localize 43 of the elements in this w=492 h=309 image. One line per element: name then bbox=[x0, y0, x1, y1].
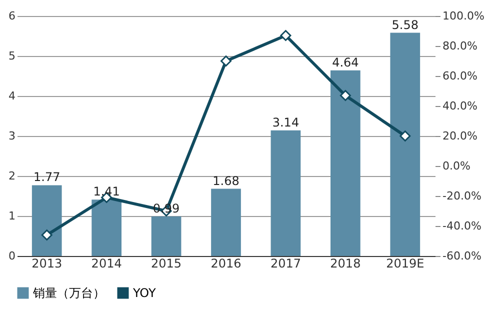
y-tick-label: 4 bbox=[8, 90, 16, 102]
data-label: 1.41 bbox=[93, 184, 120, 199]
data-label: 5.58 bbox=[392, 18, 418, 32]
y2-tick-label: 80.0% bbox=[442, 40, 478, 52]
bar bbox=[330, 70, 360, 256]
x-tick-label: 2015 bbox=[151, 256, 182, 270]
y2-tick-label: 0.0% bbox=[442, 160, 470, 172]
y-tick-label: 1 bbox=[8, 210, 16, 222]
x-tick-label: 2013 bbox=[32, 256, 62, 270]
data-label: 3.14 bbox=[272, 115, 300, 130]
data-label: 1.68 bbox=[212, 174, 240, 188]
legend-label: YOY bbox=[132, 286, 156, 300]
y-tick-label: 3 bbox=[8, 130, 16, 142]
y2-tick-label: 20.0% bbox=[442, 130, 478, 142]
y2-tick-label: -40.0% bbox=[442, 220, 482, 232]
point bbox=[220, 56, 232, 66]
bar bbox=[151, 216, 182, 256]
bar bbox=[92, 200, 122, 256]
x-tick-label: 2016 bbox=[210, 256, 242, 270]
bar bbox=[270, 130, 301, 256]
legend-label: 销量（万台） bbox=[32, 286, 105, 300]
y-tick-label: 2 bbox=[8, 170, 16, 182]
y2-tick-label: 40.0% bbox=[442, 100, 478, 112]
y2-tick-label: 60.0% bbox=[442, 70, 478, 82]
y-tick-label: 0 bbox=[8, 250, 16, 262]
y2-tick-label: 100.0% bbox=[442, 10, 484, 22]
point bbox=[400, 130, 411, 142]
data-label: 4.64 bbox=[332, 55, 359, 70]
bar bbox=[211, 188, 241, 256]
x-tick-label: 2019E bbox=[386, 256, 424, 270]
x-tick-label: 2014 bbox=[91, 256, 122, 270]
point bbox=[41, 230, 52, 240]
y-tick-label: 6 bbox=[8, 10, 16, 22]
bar bbox=[390, 32, 420, 256]
y2-tick-label: -60.0% bbox=[442, 250, 482, 262]
point bbox=[280, 30, 292, 41]
x-tick-label: 2018 bbox=[330, 256, 361, 270]
y-tick-label: 5 bbox=[8, 50, 16, 62]
x-tick-label: 2017 bbox=[270, 256, 301, 270]
bar bbox=[32, 185, 62, 256]
point bbox=[340, 90, 351, 101]
data-label: 1.77 bbox=[34, 170, 60, 184]
y2-tick-label: -20.0% bbox=[442, 190, 482, 202]
